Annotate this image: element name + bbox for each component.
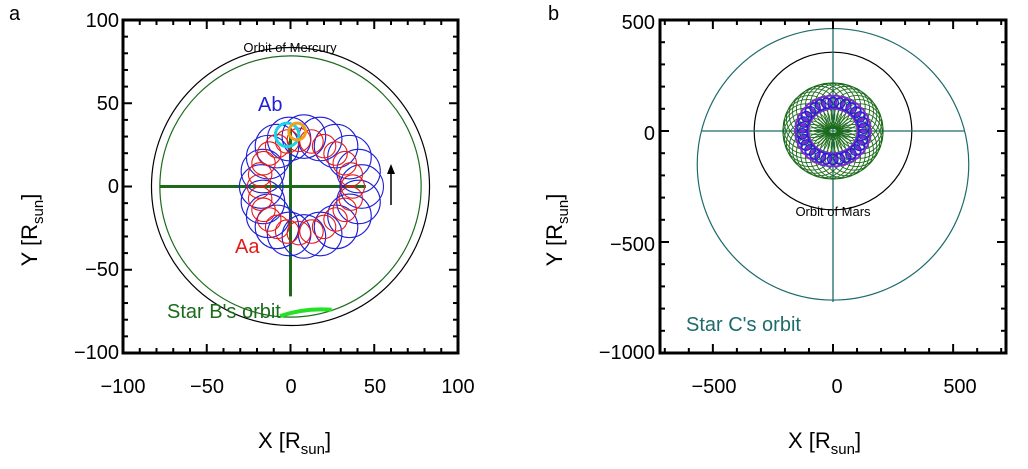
panel-a-xtick: −50 <box>190 376 224 398</box>
panel-b-plot-area <box>696 26 970 302</box>
inner-binary-epicycle-blue <box>853 139 866 152</box>
aa-epicycle <box>340 174 366 199</box>
inner-binary-epicycle-blue <box>800 110 813 123</box>
mars-orbit-label: Orbit of Mars <box>795 204 871 219</box>
panel-a-ytick: 0 <box>108 176 119 198</box>
star-b-epicycle <box>827 127 874 174</box>
panel-b: b 500 0 −500 −1000 −500 0 500 X [Rsun] Y… <box>542 3 1008 458</box>
star-b-epicycle <box>830 91 878 139</box>
inner-binary-epicycle-blue <box>857 128 870 140</box>
inner-binary-epicycle-blue <box>856 116 869 129</box>
aa-epicycle <box>247 186 273 211</box>
inner-binary-epicycle-blue <box>857 122 870 134</box>
aa-epicycle <box>286 220 312 246</box>
inner-binary-epicycle-blue <box>845 102 858 114</box>
inner-binary-epicycle-blue <box>856 134 869 146</box>
inner-binary-epicycle <box>794 117 811 133</box>
ab-highlight-loop <box>273 121 301 149</box>
panel-a-ylabel: Y [Rsun] <box>17 194 47 267</box>
panel-a-xtick: 100 <box>441 376 474 398</box>
aa-epicycle <box>323 207 348 232</box>
inner-binary-epicycle-blue <box>839 99 852 111</box>
aa-epicycle <box>274 219 300 244</box>
inner-binary-epicycle <box>856 123 872 139</box>
aa-epicycle <box>247 162 273 187</box>
panel-a-ytick: 100 <box>86 10 119 32</box>
star-b-epicycle <box>792 88 839 135</box>
inner-binary-epicycle-blue <box>833 152 846 165</box>
aa-epicycle <box>246 174 272 199</box>
panel-a-label: a <box>9 3 21 25</box>
panel-b-label: b <box>548 3 559 25</box>
panel-a-plot-area <box>150 46 431 327</box>
panel-a-ytick: −100 <box>74 342 119 364</box>
panel-b-xtick: −500 <box>691 376 736 398</box>
panel-a-xlabel: X [Rsun] <box>258 428 331 458</box>
ab-epicycle <box>254 204 300 250</box>
inner-binary-epicycle-blue <box>814 151 827 163</box>
ab-epicycle <box>339 164 385 209</box>
ab-epicycle <box>254 123 300 169</box>
star-c-orbit-label: Star C's orbit <box>686 314 801 336</box>
inner-binary-epicycle-blue <box>814 99 827 111</box>
panel-a-ticks <box>122 19 459 354</box>
panel-a-xtick: 0 <box>285 376 296 398</box>
inner-binary-epicycle-blue <box>797 116 810 128</box>
aa-label: Aa <box>235 236 260 258</box>
panel-b-ytick: −1000 <box>599 342 655 364</box>
ab-label: Ab <box>258 94 282 116</box>
panel-b-xlabel: X [Rsun] <box>788 428 861 458</box>
inner-binary-epicycle-blue <box>827 153 839 166</box>
ab-epicycle <box>281 214 327 259</box>
inner-binary-epicycle-blue <box>797 133 810 146</box>
inner-binary-epicycle <box>794 123 810 139</box>
aa-epicycle <box>299 129 324 154</box>
ab-epicycle <box>297 211 343 257</box>
inner-binary-epicycle-blue <box>839 151 852 163</box>
inner-binary-epicycle-blue <box>820 97 833 110</box>
aa-highlight-loop <box>287 121 308 142</box>
panel-b-ticks <box>660 19 1006 354</box>
panel-a-xtick: 50 <box>364 376 386 398</box>
inner-binary-epicycle <box>855 129 872 145</box>
panel-b-ytick: −500 <box>610 234 655 256</box>
aa-epicycle <box>299 219 324 244</box>
inner-binary-epicycle-blue <box>833 97 846 110</box>
direction-arrow-head <box>387 164 395 174</box>
panel-b-ytick: 0 <box>644 123 655 145</box>
aa-epicycle <box>251 150 276 176</box>
star-b-epicycle <box>788 123 836 171</box>
inner-binary-epicycle-blue <box>796 122 809 134</box>
panel-b-ylabel: Y [Rsun] <box>542 194 572 267</box>
aa-epicycle <box>332 197 358 223</box>
panel-a: a 100 50 0 −50 −100 −100 −50 0 50 100 X … <box>9 3 475 458</box>
aa-epicycle <box>338 186 364 211</box>
panel-b-ytick: 500 <box>622 12 655 34</box>
star-b-epicycle <box>830 123 878 171</box>
panel-a-xtick: −100 <box>100 376 145 398</box>
inner-binary-epicycle-blue <box>796 128 809 140</box>
ab-epicycle <box>281 114 327 159</box>
ab-epicycle <box>240 148 286 194</box>
star-b-highlight-arc <box>279 307 332 318</box>
panel-a-ytick: −50 <box>85 259 119 281</box>
aa-epicycle <box>256 207 282 232</box>
panel-a-ytick: 50 <box>97 93 119 115</box>
aa-epicycle <box>338 162 364 187</box>
mercury-orbit-label: Orbit of Mercury <box>243 40 337 55</box>
aa-epicycle <box>332 150 358 176</box>
ab-epicycle <box>238 164 284 209</box>
inner-binary-epicycle-blue <box>820 152 833 165</box>
star-b-orbit-label: Star B's orbit <box>167 301 281 323</box>
aa-epicycle <box>311 133 337 159</box>
inner-binary-epicycle-blue <box>808 148 821 160</box>
panel-b-xtick: 0 <box>831 376 842 398</box>
inner-binary-epicycle-blue <box>827 96 839 109</box>
panel-b-xtick: 500 <box>943 376 976 398</box>
mercury-orbit <box>150 46 431 327</box>
ab-epicycle <box>313 204 359 250</box>
